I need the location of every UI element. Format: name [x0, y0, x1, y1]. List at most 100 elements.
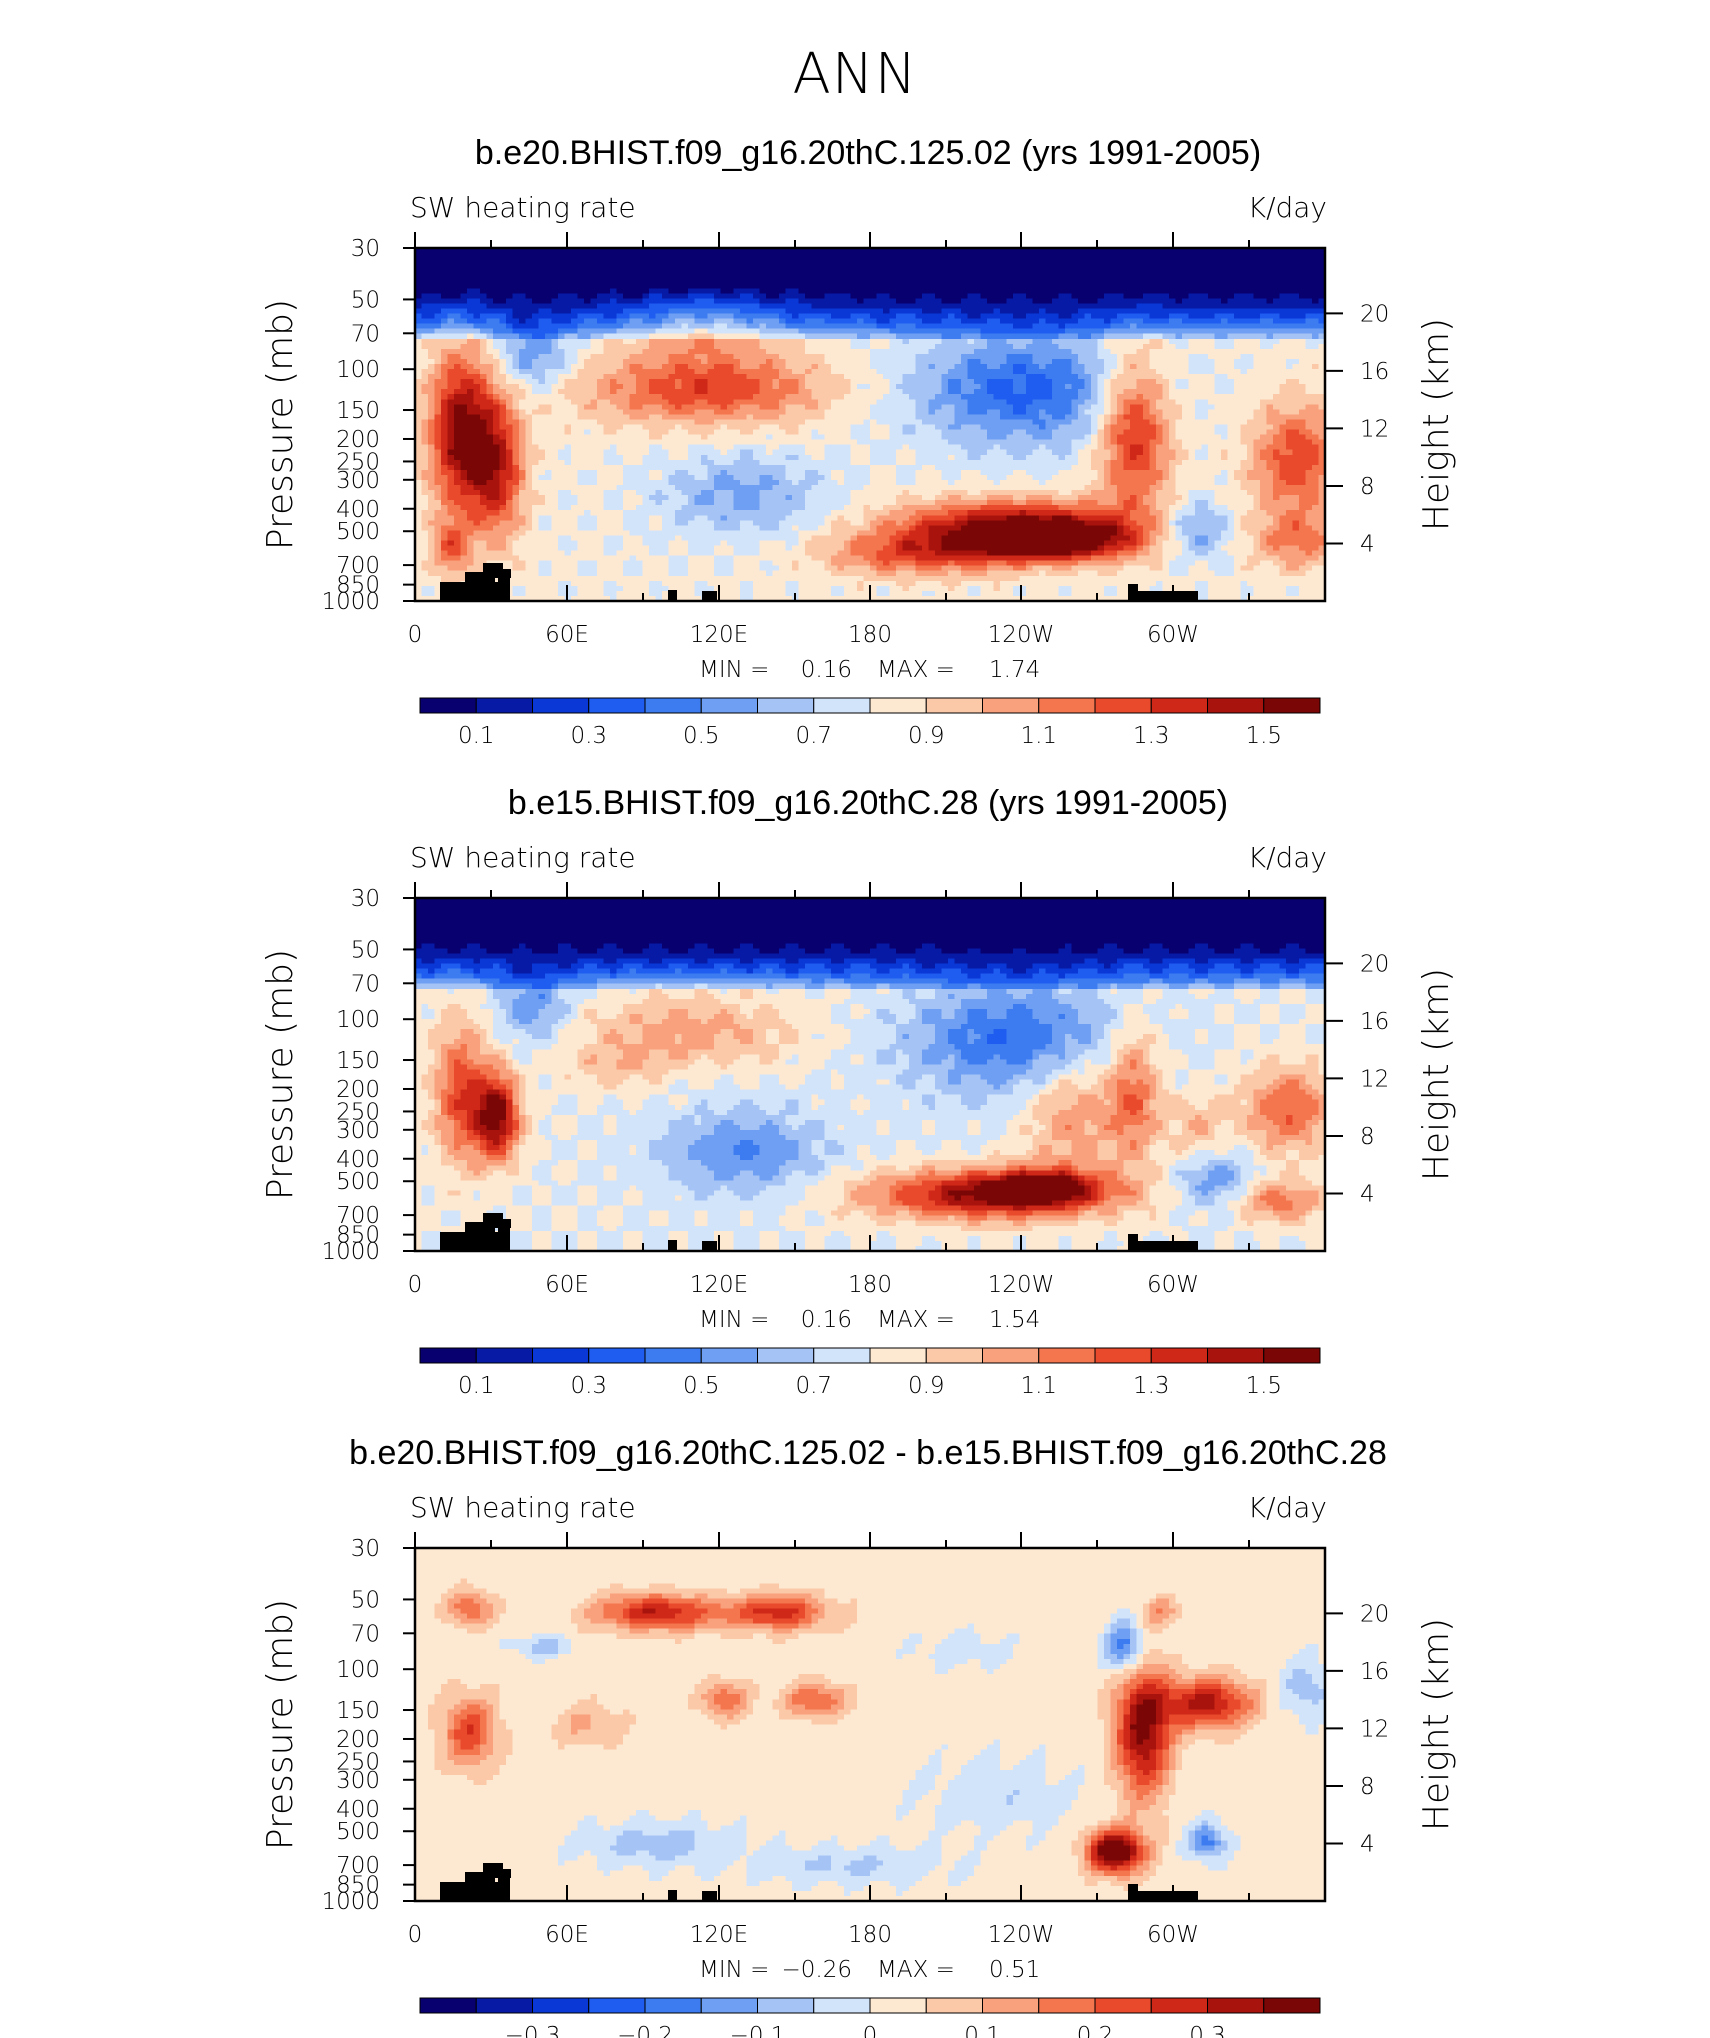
heatmap-cell [461, 339, 468, 345]
heatmap-cell [630, 344, 637, 350]
heatmap-cell [519, 293, 526, 299]
heatmap-cell [883, 334, 890, 340]
heatmap-cell [773, 329, 780, 335]
heatmap-cell [1299, 354, 1306, 360]
heatmap-cell [591, 303, 598, 309]
heatmap-cell [1215, 319, 1222, 325]
heatmap-cell [545, 303, 552, 309]
heatmap-cell [506, 329, 513, 335]
heatmap-cell [604, 384, 611, 390]
heatmap-cell [1039, 253, 1046, 259]
heatmap-cell [682, 278, 689, 284]
heatmap-cell [1078, 319, 1085, 325]
heatmap-cell [870, 273, 877, 279]
heatmap-cell [1085, 419, 1092, 425]
heatmap-cell [994, 258, 1001, 264]
heatmap-cell [721, 293, 728, 299]
heatmap-cell [779, 394, 786, 400]
heatmap-cell [630, 369, 637, 375]
heatmap-cell [851, 359, 858, 365]
heatmap-cell [909, 425, 916, 431]
heatmap-cell [656, 359, 663, 365]
heatmap-cell [604, 414, 611, 420]
heatmap-cell [1202, 344, 1209, 350]
heatmap-cell [558, 314, 565, 320]
heatmap-cell [688, 283, 695, 289]
heatmap-cell [864, 334, 871, 340]
heatmap-cell [753, 319, 760, 325]
heatmap-cell [1273, 258, 1280, 264]
heatmap-cell [422, 419, 429, 425]
heatmap-cell [480, 419, 487, 425]
heatmap-cell [448, 359, 455, 365]
heatmap-cell [1111, 309, 1118, 315]
heatmap-cell [597, 374, 604, 380]
heatmap-cell [974, 384, 981, 390]
heatmap-cell [682, 409, 689, 415]
heatmap-cell [818, 359, 825, 365]
heatmap-cell [974, 409, 981, 415]
heatmap-cell [792, 425, 799, 431]
heatmap-cell [766, 394, 773, 400]
heatmap-cell [812, 303, 819, 309]
heatmap-cell [708, 389, 715, 395]
heatmap-cell [467, 364, 474, 370]
heatmap-cell [604, 268, 611, 274]
heatmap-cell [1143, 278, 1150, 284]
heatmap-cell [890, 303, 897, 309]
heatmap-cell [968, 349, 975, 355]
heatmap-cell [513, 349, 520, 355]
heatmap-cell [1130, 389, 1137, 395]
heatmap-cell [955, 384, 962, 390]
heatmap-cell [1052, 419, 1059, 425]
heatmap-cell [1280, 374, 1287, 380]
heatmap-cell [545, 339, 552, 345]
heatmap-cell [662, 298, 669, 304]
heatmap-cell [708, 364, 715, 370]
heatmap-cell [1143, 409, 1150, 415]
heatmap-cell [1020, 414, 1027, 420]
heatmap-cell [812, 414, 819, 420]
heatmap-cell [799, 404, 806, 410]
heatmap-cell [1091, 314, 1098, 320]
heatmap-cell [467, 288, 474, 294]
heatmap-cell [727, 349, 734, 355]
heatmap-cell [1234, 389, 1241, 395]
heatmap-cell [916, 314, 923, 320]
heatmap-cell [994, 344, 1001, 350]
heatmap-cell [961, 394, 968, 400]
heatmap-cell [630, 298, 637, 304]
heatmap-cell [597, 359, 604, 365]
heatmap-cell [961, 399, 968, 405]
heatmap-cell [987, 329, 994, 335]
heatmap-cell [493, 354, 500, 360]
heatmap-cell [617, 409, 624, 415]
heatmap-cell [851, 389, 858, 395]
heatmap-cell [1059, 334, 1066, 340]
heatmap-cell [519, 263, 526, 269]
heatmap-cell [1156, 278, 1163, 284]
heatmap-cell [948, 283, 955, 289]
heatmap-cell [1104, 374, 1111, 380]
heatmap-cell [909, 263, 916, 269]
heatmap-cell [532, 339, 539, 345]
heatmap-cell [1247, 329, 1254, 335]
heatmap-cell [643, 349, 650, 355]
heatmap-cell [662, 384, 669, 390]
heatmap-cell [474, 303, 481, 309]
heatmap-cell [981, 314, 988, 320]
heatmap-cell [708, 399, 715, 405]
heatmap-cell [1150, 314, 1157, 320]
heatmap-cell [812, 419, 819, 425]
heatmap-cell [695, 425, 702, 431]
heatmap-cell [1007, 409, 1014, 415]
heatmap-cell [584, 253, 591, 259]
heatmap-cell [955, 293, 962, 299]
heatmap-cell [948, 389, 955, 395]
heatmap-cell [506, 309, 513, 315]
heatmap-cell [604, 349, 611, 355]
heatmap-cell [1143, 404, 1150, 410]
heatmap-cell [1111, 419, 1118, 425]
heatmap-cell [948, 339, 955, 345]
heatmap-cell [656, 399, 663, 405]
